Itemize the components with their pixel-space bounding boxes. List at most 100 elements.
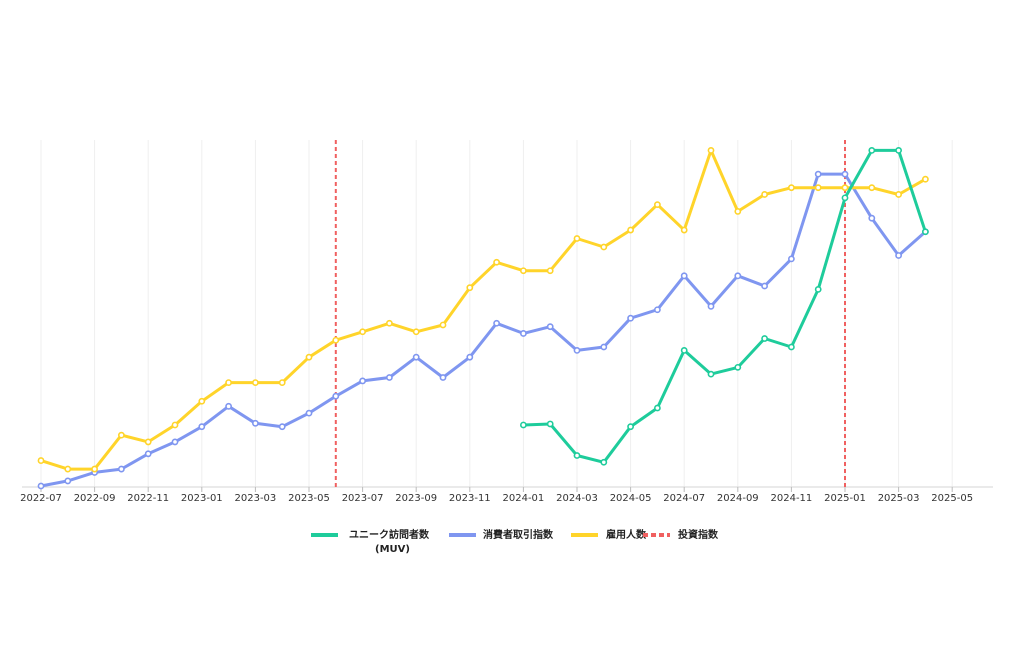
data-point xyxy=(814,285,822,293)
x-tick-label: 2025-03 xyxy=(878,493,920,504)
x-tick-label: 2023-03 xyxy=(235,493,277,504)
data-point xyxy=(520,267,527,275)
x-tick-label: 2024-05 xyxy=(610,493,652,504)
data-point xyxy=(654,306,661,314)
data-point xyxy=(412,353,420,361)
data-point xyxy=(359,377,366,385)
data-point xyxy=(895,191,902,198)
data-point xyxy=(761,335,768,342)
data-point xyxy=(91,465,98,473)
data-point xyxy=(171,438,179,446)
data-point xyxy=(600,343,608,351)
data-point xyxy=(761,282,768,290)
data-point xyxy=(144,450,152,458)
series-line xyxy=(39,172,927,488)
data-point xyxy=(225,379,232,387)
x-tick-label: 2024-07 xyxy=(663,493,705,504)
x-tick-label: 2022-11 xyxy=(127,493,169,504)
data-point xyxy=(37,482,45,490)
data-point xyxy=(788,255,795,263)
data-point xyxy=(654,201,661,209)
x-tick-label: 2024-01 xyxy=(503,493,545,504)
x-tick-label: 2023-07 xyxy=(342,493,384,504)
data-point xyxy=(493,319,500,327)
x-tick-label: 2024-09 xyxy=(717,493,759,504)
data-point xyxy=(439,321,447,329)
data-point xyxy=(278,379,286,387)
data-point xyxy=(680,272,688,280)
data-point xyxy=(412,328,420,336)
data-point xyxy=(734,363,742,371)
data-point xyxy=(466,353,474,361)
legend-label: ユニーク訪問者数 (MUV) xyxy=(349,528,430,555)
legend-label: 投資指数 xyxy=(678,528,719,541)
data-point xyxy=(493,258,500,266)
data-point xyxy=(841,170,849,178)
data-point xyxy=(922,175,929,183)
data-point xyxy=(814,170,822,178)
data-point xyxy=(385,374,393,381)
data-point xyxy=(761,191,768,198)
data-point xyxy=(64,477,72,485)
data-point xyxy=(332,336,340,344)
data-point xyxy=(814,184,822,192)
data-point xyxy=(171,421,179,429)
data-point xyxy=(251,379,259,387)
data-point xyxy=(868,146,876,154)
data-point xyxy=(520,421,527,429)
data-point xyxy=(332,392,340,400)
data-point xyxy=(868,184,876,192)
data-point xyxy=(707,146,715,154)
data-point xyxy=(600,243,608,251)
data-point xyxy=(225,402,232,410)
data-point xyxy=(37,457,45,464)
data-point xyxy=(573,346,581,354)
x-tick-label: 2023-09 xyxy=(395,493,437,504)
series-line xyxy=(39,148,927,471)
data-point xyxy=(305,409,313,417)
x-tick-label: 2024-03 xyxy=(556,493,598,504)
data-point xyxy=(841,194,849,202)
data-point xyxy=(627,423,634,431)
series-line xyxy=(521,148,927,464)
x-tick-label: 2023-01 xyxy=(181,493,223,504)
data-point xyxy=(680,226,688,234)
data-point xyxy=(359,328,366,336)
legend-label: 雇用人数 xyxy=(606,528,647,541)
data-point xyxy=(788,343,795,351)
data-point xyxy=(707,302,715,310)
x-tick-label: 2023-11 xyxy=(449,493,491,504)
legend-label-line: ユニーク訪問者数 xyxy=(349,528,430,541)
data-point xyxy=(144,438,152,446)
data-point xyxy=(118,431,125,439)
data-point xyxy=(627,226,634,234)
data-point xyxy=(841,184,849,192)
data-point xyxy=(573,235,581,242)
x-tick-label: 2025-05 xyxy=(931,493,973,504)
data-point xyxy=(600,458,608,466)
data-point xyxy=(734,272,742,280)
data-point xyxy=(788,184,795,192)
data-point xyxy=(573,452,581,459)
data-point xyxy=(734,208,742,215)
data-point xyxy=(64,465,72,473)
data-point xyxy=(278,423,286,431)
data-point xyxy=(680,346,688,354)
data-point xyxy=(118,465,125,473)
x-tick-label: 2023-05 xyxy=(288,493,330,504)
data-point xyxy=(546,323,554,331)
x-tick-label: 2025-01 xyxy=(824,493,866,504)
legend-label: 消費者取引指数 xyxy=(483,528,554,541)
data-point xyxy=(466,284,474,292)
data-point xyxy=(895,252,902,259)
data-point xyxy=(198,397,206,405)
data-point xyxy=(251,419,259,427)
legend-label-line: (MUV) xyxy=(375,544,410,555)
data-point xyxy=(198,423,206,431)
data-point xyxy=(895,146,902,154)
data-point xyxy=(385,319,393,327)
x-tick-label: 2022-09 xyxy=(74,493,116,504)
data-point xyxy=(546,267,554,275)
